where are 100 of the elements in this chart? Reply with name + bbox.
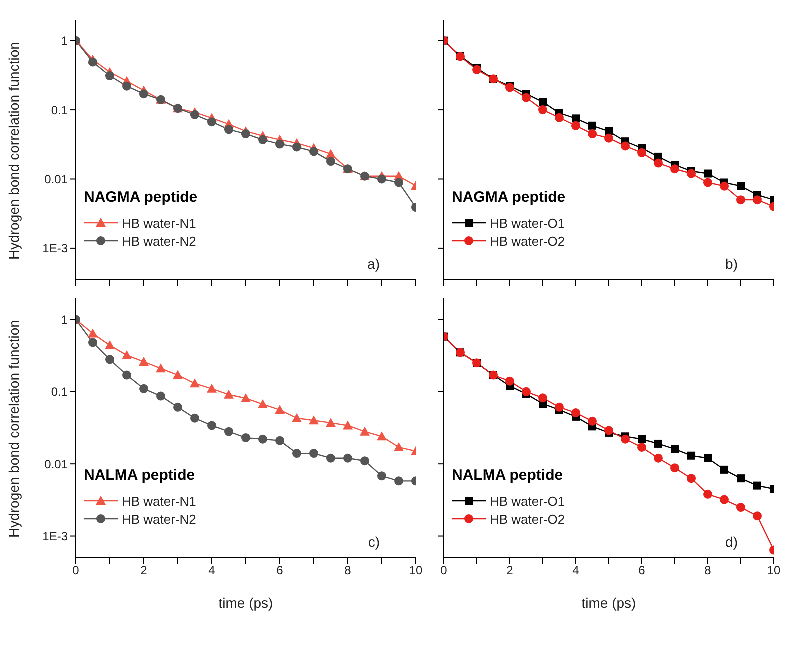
point	[326, 454, 336, 463]
point	[704, 170, 712, 178]
point	[604, 134, 614, 143]
point	[258, 434, 268, 444]
point	[241, 394, 251, 403]
point	[88, 338, 98, 348]
point	[190, 110, 200, 120]
y-axis-title: Hydrogen bond correlation function	[6, 320, 22, 538]
legend-label: HB water-O1	[490, 216, 566, 230]
point	[720, 466, 728, 474]
point	[506, 376, 514, 386]
point	[654, 454, 663, 463]
point	[140, 90, 148, 99]
point	[292, 449, 302, 458]
point	[638, 442, 646, 452]
y-tick-label: 0.1	[51, 103, 68, 118]
annotation: a)	[368, 256, 380, 272]
y-tick-label: 0.01	[44, 457, 68, 472]
point	[122, 370, 132, 380]
x-tick-label: 8	[344, 564, 352, 578]
y-tick-label: 0.01	[44, 172, 68, 186]
y-tick-label: 1	[61, 34, 68, 48]
point	[670, 464, 680, 473]
point	[276, 140, 284, 149]
point	[106, 355, 114, 364]
point	[720, 495, 729, 504]
point	[122, 350, 132, 360]
legend-title: NALMA peptide	[84, 467, 196, 484]
point	[292, 142, 302, 152]
point	[208, 421, 216, 430]
annotation: c)	[368, 534, 380, 550]
x-tick-label: 6	[638, 564, 646, 578]
point	[704, 454, 712, 462]
legend-label: HB water-N2	[122, 512, 196, 526]
point	[539, 98, 547, 106]
y-tick-label: 0.1	[51, 385, 68, 400]
point	[377, 432, 387, 441]
x-tick-label: 2	[506, 564, 514, 578]
point	[360, 426, 370, 436]
point	[670, 164, 680, 174]
point	[621, 142, 630, 151]
point	[326, 157, 336, 166]
point	[588, 122, 596, 130]
point	[737, 182, 745, 190]
point	[538, 394, 548, 403]
point	[242, 433, 250, 442]
point	[688, 452, 696, 460]
point	[224, 427, 234, 436]
point	[654, 158, 663, 168]
point	[394, 442, 404, 452]
point	[344, 454, 352, 463]
point	[310, 147, 318, 156]
y-axis-title: Hydrogen bond correlation function	[6, 42, 22, 260]
point	[88, 328, 98, 338]
point	[572, 114, 580, 123]
x-tick-label: 4	[572, 564, 580, 578]
point	[687, 474, 696, 484]
x-tick-label: 10	[409, 564, 423, 578]
point	[555, 113, 564, 122]
point	[190, 378, 200, 388]
point	[753, 512, 762, 521]
point	[621, 434, 630, 444]
point	[140, 384, 148, 394]
point	[720, 182, 729, 191]
point	[638, 435, 646, 444]
point	[276, 436, 284, 446]
point	[736, 196, 746, 205]
legend-label: HB water-N2	[122, 234, 196, 248]
legend-title: NAGMA peptide	[452, 189, 566, 206]
point	[687, 169, 696, 178]
point	[737, 474, 745, 483]
point	[224, 125, 234, 134]
legend-title: NALMA peptide	[452, 467, 564, 484]
point	[522, 387, 531, 396]
x-tick-label: 8	[704, 564, 712, 578]
point	[156, 392, 166, 401]
point	[326, 418, 336, 428]
point	[572, 408, 580, 418]
point	[754, 482, 762, 490]
y-tick-label: 1E-3	[42, 530, 68, 544]
point	[378, 472, 386, 481]
point	[139, 356, 149, 366]
point	[106, 72, 114, 81]
point	[207, 384, 217, 393]
point	[522, 93, 531, 102]
y-tick-label: 1E-3	[42, 242, 68, 256]
point	[258, 135, 268, 144]
point	[671, 445, 679, 454]
point	[122, 82, 132, 91]
point	[555, 402, 564, 412]
point	[588, 130, 597, 139]
legend-title: NAGMA peptide	[84, 189, 198, 206]
x-tick-label: 0	[72, 564, 80, 578]
point	[174, 402, 182, 412]
x-axis-title: time (ps)	[582, 595, 636, 611]
legend-label: HB water-O1	[490, 494, 566, 508]
x-tick-label: 4	[208, 564, 216, 578]
point	[704, 178, 712, 188]
point	[604, 426, 614, 436]
point	[173, 370, 183, 380]
